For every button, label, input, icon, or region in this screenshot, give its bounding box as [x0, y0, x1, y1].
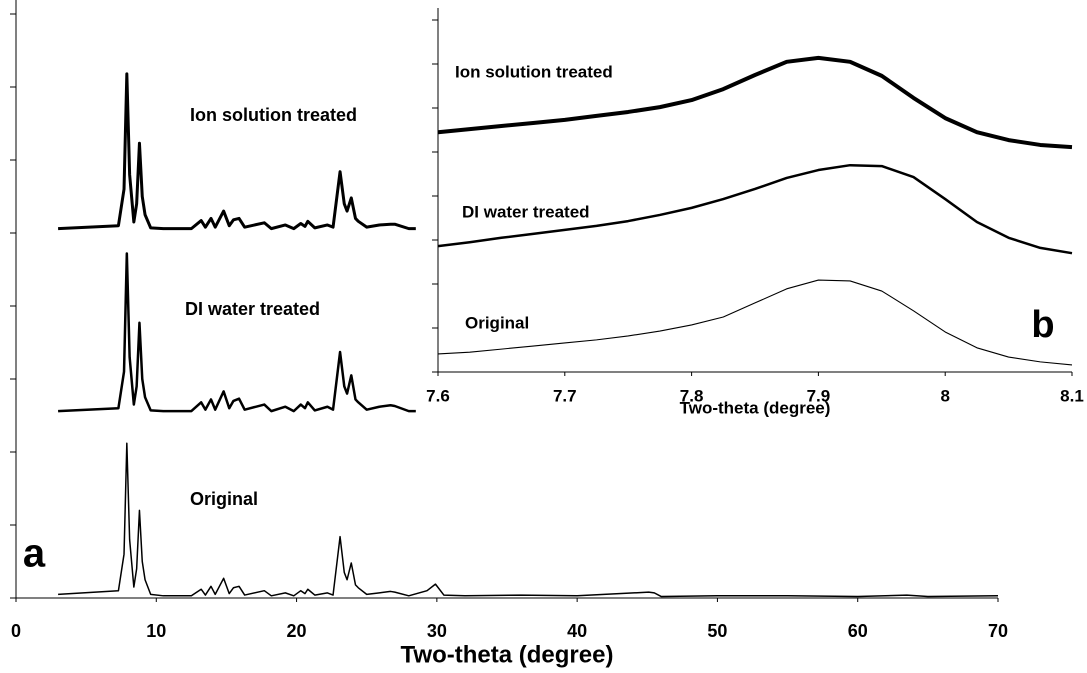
panel: 7.6 7.7 7.8 7.9 8 8.1 Two-theta (degree) Ion so…: [420, 0, 1087, 420]
x-tick-label: 7.8: [680, 386, 704, 405]
xrd-trace: [437, 55, 1073, 150]
xrd-trace: [437, 279, 1073, 366]
panel-label: b: [1031, 304, 1054, 346]
panel: 0 10 20 30 40 50 60 70 Two-theta (degree) Ion sol…: [10, 0, 1008, 668]
trace-label: DI water treated: [185, 299, 320, 319]
x-axis-label: Two-theta (degree): [680, 398, 831, 417]
xrd-trace: [58, 442, 999, 598]
x-tick-label: 7.9: [807, 386, 831, 405]
trace-label: DI water treated: [462, 202, 590, 221]
x-tick-label: 50: [707, 621, 727, 641]
x-tick-label: 40: [567, 621, 587, 641]
x-tick-label: 8: [940, 386, 949, 405]
panel-background: [420, 0, 1087, 420]
x-tick-label: 7.7: [553, 386, 577, 405]
x-tick-label: 0: [11, 621, 21, 641]
trace-label: Ion solution treated: [190, 105, 357, 125]
trace-label: Original: [190, 489, 258, 509]
x-tick-label: 30: [427, 621, 447, 641]
trace-label: Ion solution treated: [455, 62, 613, 81]
xrd-trace: [437, 163, 1073, 255]
x-tick-label: 20: [287, 621, 307, 641]
x-tick-label: 8.1: [1060, 386, 1084, 405]
xrd-trace: [58, 252, 416, 413]
panel-label: a: [23, 532, 46, 576]
x-tick-label: 10: [146, 621, 166, 641]
x-tick-label: 70: [988, 621, 1008, 641]
x-tick-label: 60: [848, 621, 868, 641]
trace-label: Original: [465, 313, 529, 332]
x-tick-label: 7.6: [426, 386, 450, 405]
x-axis-label: Two-theta (degree): [401, 641, 614, 668]
xrd-trace: [58, 72, 416, 231]
